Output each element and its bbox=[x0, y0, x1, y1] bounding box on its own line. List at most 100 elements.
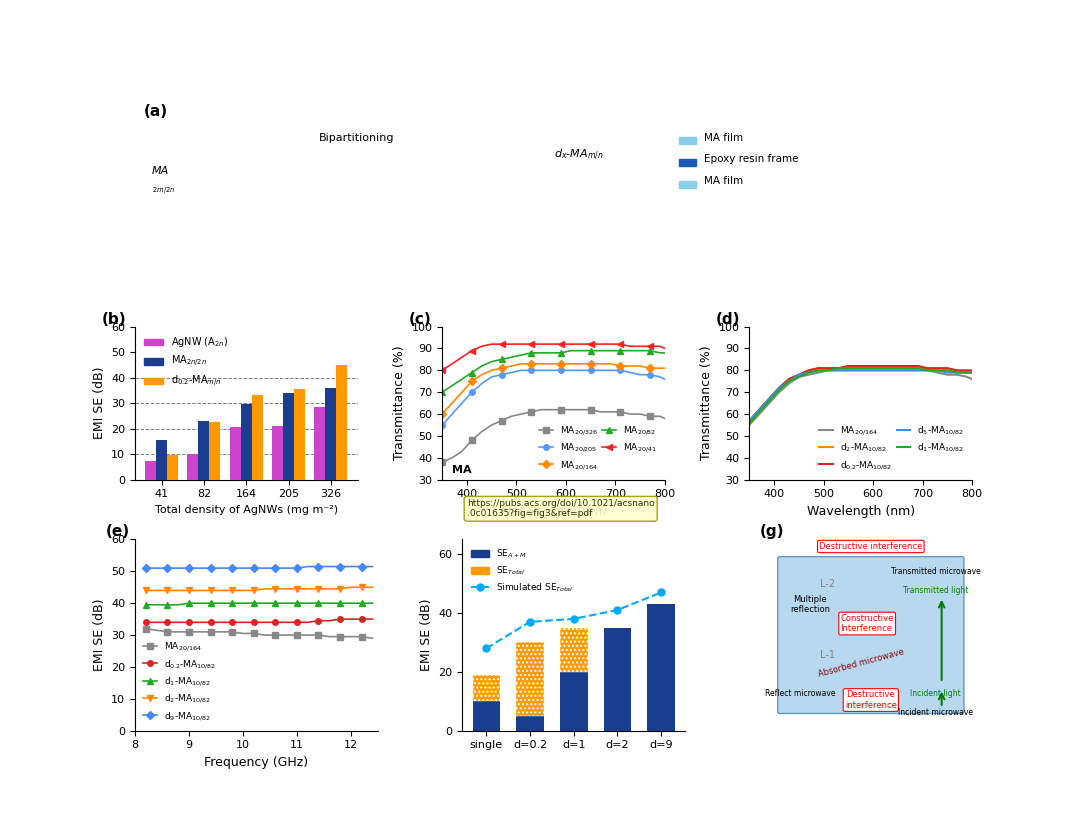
d$_5$-MA$_{10/82}$ bbox=[743, 415, 756, 425]
Y-axis label: Transmittance (%): Transmittance (%) bbox=[393, 346, 406, 461]
d$_2$-MA$_{10/82}$ bbox=[793, 369, 806, 379]
MA$_{20/164}$ bbox=[575, 359, 588, 369]
d$_5$-MA$_{10/82}$ bbox=[772, 383, 785, 392]
d$_{0.2}$-MA$_{10/82}$ bbox=[204, 617, 217, 627]
MA$_{20/164}$ bbox=[525, 359, 538, 369]
Text: Destructive interference: Destructive interference bbox=[820, 542, 922, 551]
Simulated SE$_{Total}$ bbox=[524, 617, 537, 626]
MA$_{20/326}$ bbox=[653, 411, 666, 421]
Y-axis label: EMI SE (dB): EMI SE (dB) bbox=[93, 367, 106, 439]
Text: (c): (c) bbox=[409, 311, 432, 327]
MA$_{20/205}$ bbox=[554, 365, 567, 375]
MA$_{20/41}$ bbox=[475, 342, 488, 351]
Bar bbox=[473, 701, 500, 731]
MA$_{20/41}$ bbox=[515, 339, 528, 349]
d$_1$-MA$_{10/82}$ bbox=[960, 368, 973, 378]
d$_9$-MA$_{10/82}$ bbox=[355, 562, 368, 571]
d$_9$-MA$_{10/82}$ bbox=[172, 563, 185, 573]
MA$_{20/164}$ bbox=[623, 361, 636, 371]
d$_{0.2}$-MA$_{10/82}$ bbox=[161, 617, 174, 627]
MA$_{20/164}$ bbox=[881, 365, 894, 375]
Bar bbox=[272, 426, 283, 479]
MA$_{20/326}$ bbox=[575, 405, 588, 415]
d$_1$-MA$_{10/82}$ bbox=[862, 363, 875, 373]
MA$_{20/41}$ bbox=[659, 343, 672, 353]
d$_5$-MA$_{10/82}$ bbox=[912, 365, 924, 375]
Line: d$_{0.2}$-MA$_{10/82}$: d$_{0.2}$-MA$_{10/82}$ bbox=[750, 366, 972, 420]
d$_2$-MA$_{10/82}$ bbox=[966, 368, 978, 378]
Bar bbox=[252, 396, 262, 479]
Legend: AgNW (A$_{2n}$), MA$_{2n/2n}$, d$_{0.2}$-MA$_{m/n}$: AgNW (A$_{2n}$), MA$_{2n/2n}$, d$_{0.2}$… bbox=[140, 332, 232, 393]
d$_1$-MA$_{10/82}$ bbox=[832, 363, 845, 373]
Line: MA$_{20/205}$: MA$_{20/205}$ bbox=[440, 368, 667, 428]
Line: MA$_{20/164}$: MA$_{20/164}$ bbox=[440, 361, 667, 417]
Text: (d): (d) bbox=[716, 311, 741, 327]
MA$_{20/205}$ bbox=[515, 365, 528, 375]
MA$_{20/164}$ bbox=[237, 629, 249, 639]
d$_2$-MA$_{10/82}$ bbox=[812, 363, 825, 373]
d$_1$-MA$_{10/82}$ bbox=[772, 385, 785, 395]
Bar bbox=[647, 604, 675, 731]
Bar bbox=[188, 454, 199, 479]
d$_2$-MA$_{10/82}$ bbox=[872, 363, 885, 373]
d$_2$-MA$_{10/82}$ bbox=[783, 374, 796, 384]
MA$_{20/41}$ bbox=[456, 352, 469, 362]
MA$_{20/164}$ bbox=[312, 631, 325, 640]
d$_1$-MA$_{10/82}$ bbox=[312, 599, 325, 608]
d$_1$-MA$_{10/82}$ bbox=[161, 600, 174, 610]
Bar bbox=[679, 159, 696, 166]
MA$_{20/326}$ bbox=[604, 407, 617, 417]
Text: MA film: MA film bbox=[704, 177, 743, 186]
d$_{0.2}$-MA$_{10/82}$ bbox=[852, 361, 865, 371]
d$_2$-MA$_{10/82}$ bbox=[150, 585, 163, 595]
d$_2$-MA$_{10/82}$ bbox=[215, 585, 228, 595]
d$_2$-MA$_{10/82}$ bbox=[960, 368, 973, 378]
d$_5$-MA$_{10/82}$ bbox=[822, 365, 835, 375]
MA$_{20/41}$ bbox=[584, 339, 597, 349]
Text: Epoxy resin frame: Epoxy resin frame bbox=[704, 154, 799, 164]
Bar bbox=[516, 642, 544, 716]
MA$_{20/82}$ bbox=[435, 388, 448, 397]
MA$_{20/205}$ bbox=[623, 368, 636, 378]
MA$_{20/164}$ bbox=[762, 398, 775, 408]
Text: MA film: MA film bbox=[704, 133, 743, 143]
d$_5$-MA$_{10/82}$ bbox=[901, 365, 914, 375]
d$_1$-MA$_{10/82}$ bbox=[802, 368, 815, 378]
d$_{0.2}$-MA$_{10/82}$ bbox=[912, 361, 924, 371]
d$_{0.2}$-MA$_{10/82}$ bbox=[950, 365, 963, 375]
MA$_{20/205}$ bbox=[659, 374, 672, 384]
MA$_{20/41}$ bbox=[544, 339, 557, 349]
X-axis label: Total density of AgNWs (mg m⁻²): Total density of AgNWs (mg m⁻²) bbox=[154, 505, 338, 515]
Text: Absorbed microwave: Absorbed microwave bbox=[816, 648, 905, 679]
MA$_{20/41}$ bbox=[623, 342, 636, 351]
MA$_{20/41}$ bbox=[554, 339, 567, 349]
MA$_{20/164}$ bbox=[366, 633, 379, 643]
MA$_{20/205}$ bbox=[505, 368, 518, 378]
d$_5$-MA$_{10/82}$ bbox=[862, 365, 875, 375]
MA$_{20/326}$ bbox=[594, 407, 607, 417]
d$_5$-MA$_{10/82}$ bbox=[762, 394, 775, 404]
MA$_{20/82}$ bbox=[535, 348, 548, 358]
d$_1$-MA$_{10/82}$ bbox=[762, 396, 775, 406]
d$_{0.2}$-MA$_{10/82}$ bbox=[139, 617, 152, 627]
d$_2$-MA$_{10/82}$ bbox=[366, 582, 379, 592]
d$_{0.2}$-MA$_{10/82}$ bbox=[743, 415, 756, 425]
d$_{0.2}$-MA$_{10/82}$ bbox=[334, 614, 347, 624]
MA$_{20/82}$ bbox=[544, 348, 557, 358]
d$_9$-MA$_{10/82}$ bbox=[237, 563, 249, 573]
Text: MA: MA bbox=[151, 167, 168, 177]
MA$_{20/164}$ bbox=[139, 624, 152, 634]
Bar bbox=[679, 181, 696, 188]
MA$_{20/164}$ bbox=[613, 361, 626, 371]
d$_9$-MA$_{10/82}$ bbox=[204, 563, 217, 573]
d$_2$-MA$_{10/82}$ bbox=[941, 365, 954, 375]
MA$_{20/164}$ bbox=[594, 359, 607, 369]
d$_9$-MA$_{10/82}$ bbox=[291, 563, 303, 573]
X-axis label: Wavelength (nm): Wavelength (nm) bbox=[807, 505, 915, 518]
MA$_{20/164}$ bbox=[334, 631, 347, 641]
MA$_{20/205}$ bbox=[495, 369, 508, 379]
d$_1$-MA$_{10/82}$ bbox=[912, 363, 924, 373]
MA$_{20/205}$ bbox=[644, 369, 657, 379]
MA$_{20/326}$ bbox=[485, 420, 498, 430]
d$_1$-MA$_{10/82}$ bbox=[139, 600, 152, 610]
